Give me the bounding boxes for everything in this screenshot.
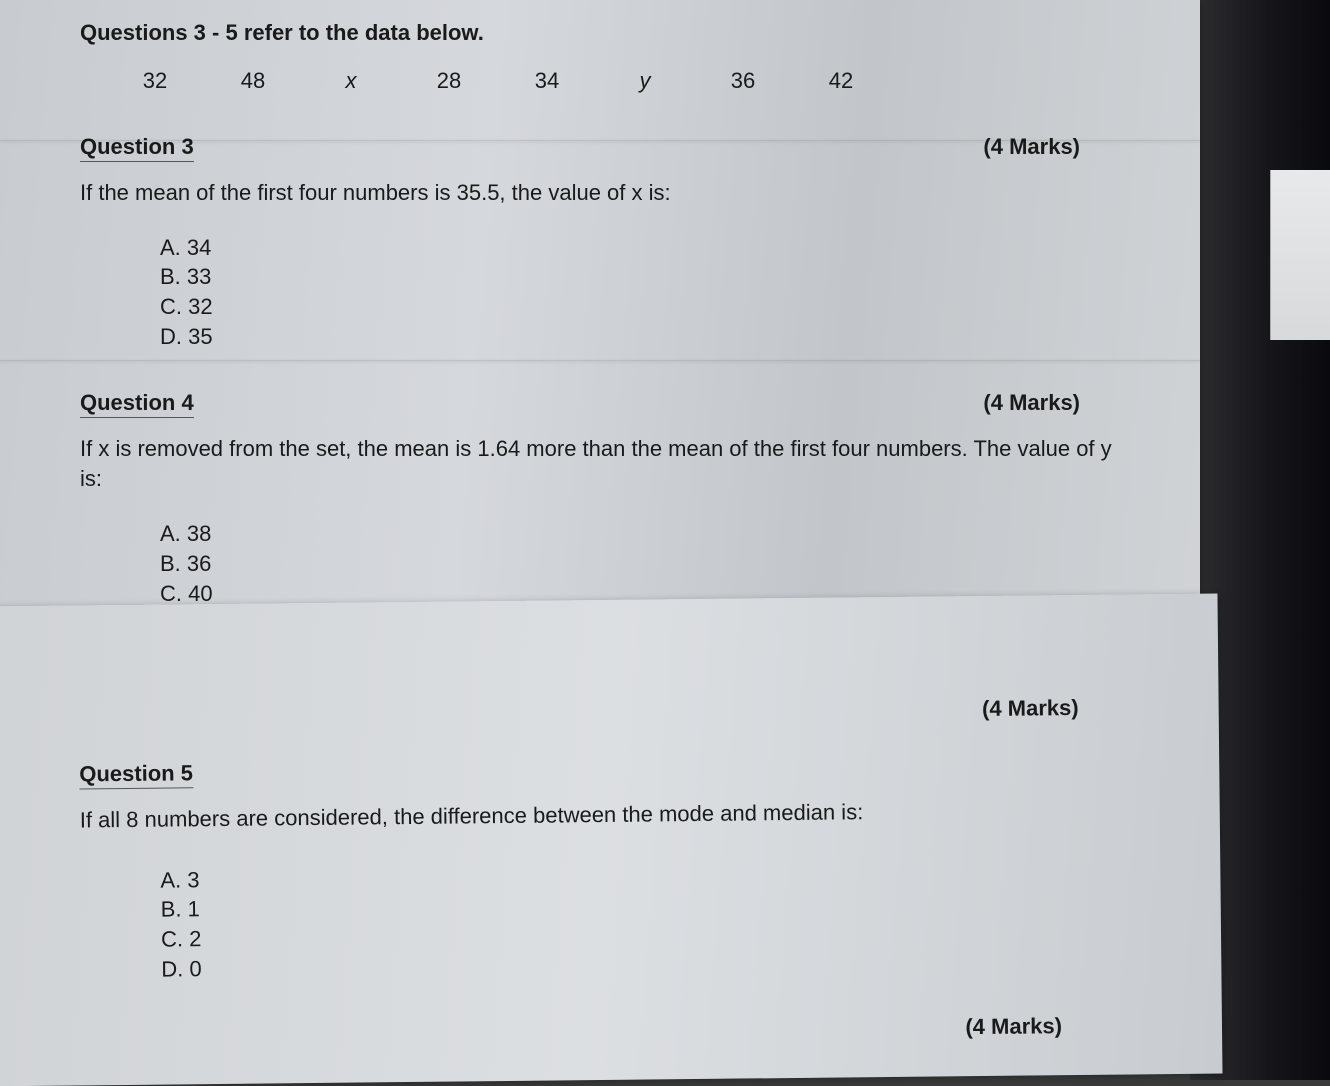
paper-crease bbox=[0, 360, 1200, 361]
paper-crease bbox=[0, 140, 1200, 141]
question-4-prompt: If x is removed from the set, the mean i… bbox=[80, 434, 1120, 496]
data-value: 48 bbox=[238, 68, 268, 94]
data-value-variable-x: x bbox=[336, 68, 366, 94]
option-a: A. 38 bbox=[160, 519, 1120, 549]
option-a: A. 34 bbox=[160, 233, 1120, 263]
question-3-header: Question 3 (4 Marks) bbox=[80, 134, 1120, 162]
data-value: 34 bbox=[532, 68, 562, 94]
data-value: 36 bbox=[728, 68, 758, 94]
question-3-marks: (4 Marks) bbox=[983, 134, 1080, 160]
option-d: D. 35 bbox=[160, 322, 1120, 352]
data-value-variable-y: y bbox=[630, 68, 660, 94]
side-paper-sliver bbox=[1270, 170, 1330, 340]
question-3-prompt: If the mean of the first four numbers is… bbox=[80, 178, 1120, 209]
option-b: B. 33 bbox=[160, 262, 1120, 292]
data-value: 32 bbox=[140, 68, 170, 94]
trailing-marks: (4 Marks) bbox=[82, 1012, 1122, 1049]
option-b: B. 36 bbox=[160, 549, 1120, 579]
worksheet-paper-bottom: Question 5 (4 Marks) If all 8 numbers ar… bbox=[0, 594, 1222, 1086]
question-5-title: Question 5 bbox=[79, 760, 193, 789]
question-5-prompt: If all 8 numbers are considered, the dif… bbox=[80, 795, 1120, 837]
data-value: 42 bbox=[826, 68, 856, 94]
data-value: 28 bbox=[434, 68, 464, 94]
question-3-options: A. 34 B. 33 C. 32 D. 35 bbox=[80, 233, 1120, 352]
question-5-marks: (4 Marks) bbox=[982, 695, 1079, 722]
worksheet-paper-top: Questions 3 - 5 refer to the data below.… bbox=[0, 0, 1200, 620]
intro-text: Questions 3 - 5 refer to the data below. bbox=[80, 20, 1120, 46]
question-4-marks: (4 Marks) bbox=[983, 390, 1080, 416]
question-4-title: Question 4 bbox=[80, 390, 194, 418]
data-row: 32 48 x 28 34 y 36 42 bbox=[80, 68, 1120, 94]
question-3-title: Question 3 bbox=[80, 134, 194, 162]
option-c: C. 32 bbox=[160, 292, 1120, 322]
question-5-header: Question 5 (4 Marks) bbox=[79, 695, 1120, 790]
question-5-options: A. 3 B. 1 C. 2 D. 0 bbox=[80, 855, 1121, 985]
question-4-header: Question 4 (4 Marks) bbox=[80, 390, 1120, 418]
